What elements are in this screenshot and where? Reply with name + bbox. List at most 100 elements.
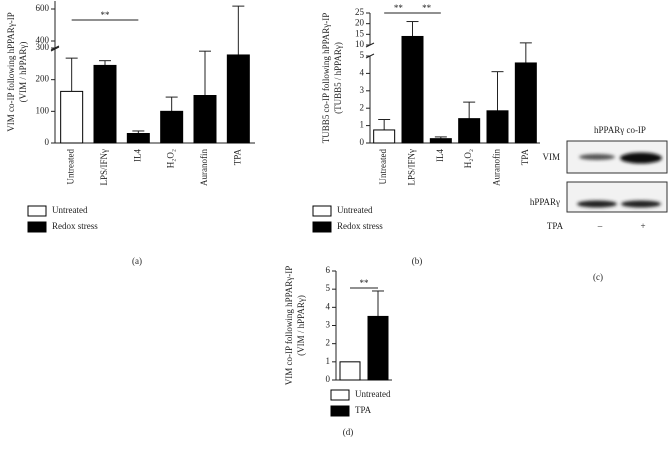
bar bbox=[60, 90, 84, 144]
blot-band bbox=[577, 200, 617, 208]
panel-label: (a) bbox=[132, 256, 142, 266]
error-bar bbox=[199, 50, 211, 96]
legend-label: Untreated bbox=[355, 389, 391, 399]
blot-lane: + bbox=[640, 221, 645, 231]
bar bbox=[226, 54, 250, 144]
y-tick-label: 1 bbox=[360, 120, 365, 130]
y-tick-label: 10 bbox=[355, 39, 365, 49]
y-tick-label: 1 bbox=[326, 356, 331, 366]
legend-label: TPA bbox=[355, 405, 372, 415]
panel-label: (c) bbox=[593, 272, 603, 282]
y-tick-label: 400 bbox=[36, 35, 50, 45]
y-axis-title: VIM co-IP following hPPARγ-IP bbox=[284, 266, 294, 386]
legend-label: Redox stress bbox=[52, 221, 98, 231]
x-tick-label: LPS/IFNγ bbox=[99, 149, 109, 186]
x-tick-label: Untreated bbox=[66, 149, 76, 185]
y-axis-title: (VIM / hPPARγ) bbox=[296, 295, 306, 356]
blot-row-label: hPPARγ bbox=[530, 197, 560, 207]
error-bar bbox=[406, 21, 419, 37]
blot-band bbox=[621, 200, 661, 208]
bar bbox=[339, 361, 361, 381]
bar bbox=[160, 110, 184, 144]
error-bar bbox=[99, 60, 111, 66]
x-tick-label: LPS/IFNγ bbox=[407, 149, 417, 186]
legend-swatch bbox=[330, 389, 350, 401]
error-bar bbox=[463, 101, 476, 119]
blot-title: hPPARγ co-IP bbox=[594, 125, 646, 135]
error-bar bbox=[378, 119, 391, 130]
bar bbox=[373, 129, 396, 144]
axis-break bbox=[50, 46, 60, 52]
x-tick-label: H₂O₂ bbox=[463, 149, 473, 168]
blot-band bbox=[579, 154, 615, 160]
y-tick-label: 2 bbox=[326, 338, 331, 348]
y-axis-title: TUBB5 co-IP following hPPARγ-IP bbox=[321, 13, 331, 144]
legend-swatch bbox=[27, 221, 47, 233]
chart: 0 1 2 3 4 5 6 VIM co-IP following hPPARγ-IP (VIM… bbox=[284, 265, 392, 437]
y-tick-label: 20 bbox=[355, 18, 365, 28]
y-axis-title: (VIM / hPPARγ) bbox=[18, 42, 28, 103]
y-tick-label: 0 bbox=[45, 137, 50, 147]
bar bbox=[486, 110, 509, 144]
y-axis-title: VIM co-IP following hPPARγ-IP bbox=[6, 12, 16, 132]
x-tick-label: Auranofin bbox=[492, 149, 502, 186]
legend-swatch bbox=[312, 221, 332, 233]
y-tick-label: 25 bbox=[355, 7, 365, 17]
bar bbox=[126, 133, 150, 144]
blot-band bbox=[620, 152, 662, 164]
y-tick-label: 3 bbox=[326, 320, 331, 330]
y-tick-label: 3 bbox=[360, 85, 365, 95]
y-tick-label: 15 bbox=[355, 28, 365, 38]
significance-label: ** bbox=[422, 3, 432, 13]
blot-lane: – bbox=[597, 221, 603, 231]
bar bbox=[401, 35, 424, 144]
x-tick-label: Untreated bbox=[378, 149, 388, 185]
y-tick-label: 300 bbox=[36, 42, 50, 52]
y-axis-title: (TUBB5 / hPPARγ) bbox=[333, 42, 343, 114]
bar bbox=[93, 64, 117, 144]
legend-swatch bbox=[27, 205, 47, 217]
y-tick-label: 600 bbox=[36, 3, 50, 13]
panel-label: (b) bbox=[412, 256, 423, 266]
panel-label: (d) bbox=[343, 427, 354, 437]
legend-swatch bbox=[330, 405, 350, 417]
x-tick-label: Auranofin bbox=[199, 149, 209, 186]
significance-label: ** bbox=[101, 10, 111, 20]
error-bar bbox=[232, 5, 245, 55]
y-tick-label: 5 bbox=[326, 283, 331, 293]
bar bbox=[514, 62, 537, 144]
legend-label: Redox stress bbox=[337, 221, 383, 231]
error-bar bbox=[65, 57, 78, 92]
y-tick-label: 200 bbox=[36, 74, 50, 84]
blot-panel: hPPARγ co-IP VIM hPPARγ TPA – + (c) bbox=[530, 125, 668, 282]
x-tick-label: IL4 bbox=[435, 149, 445, 162]
significance-label: ** bbox=[394, 3, 404, 13]
x-tick-label: TPA bbox=[520, 149, 530, 166]
y-tick-label: 2 bbox=[360, 102, 365, 112]
bar bbox=[458, 118, 481, 144]
legend-label: Untreated bbox=[52, 205, 88, 215]
x-tick-label: IL4 bbox=[132, 149, 142, 162]
blot-condition: TPA bbox=[547, 221, 564, 231]
legend-label: Untreated bbox=[337, 205, 373, 215]
y-tick-label: 100 bbox=[36, 105, 50, 115]
y-tick-label: 4 bbox=[360, 67, 365, 77]
error-bar bbox=[372, 290, 384, 317]
legend-swatch bbox=[312, 205, 332, 217]
y-tick-label: 4 bbox=[326, 301, 331, 311]
x-tick-label: H₂O₂ bbox=[166, 149, 176, 168]
error-bar bbox=[165, 96, 178, 112]
bar bbox=[429, 138, 452, 144]
y-tick-label: 0 bbox=[360, 137, 365, 147]
x-tick-label: TPA bbox=[232, 149, 242, 166]
y-tick-label: 6 bbox=[326, 265, 331, 275]
error-bar bbox=[491, 71, 504, 111]
blot-row-label: VIM bbox=[543, 152, 561, 162]
significance-label: ** bbox=[360, 278, 370, 288]
blot-frame bbox=[566, 181, 668, 213]
y-tick-label: 5 bbox=[360, 50, 365, 60]
error-bar bbox=[519, 42, 532, 63]
